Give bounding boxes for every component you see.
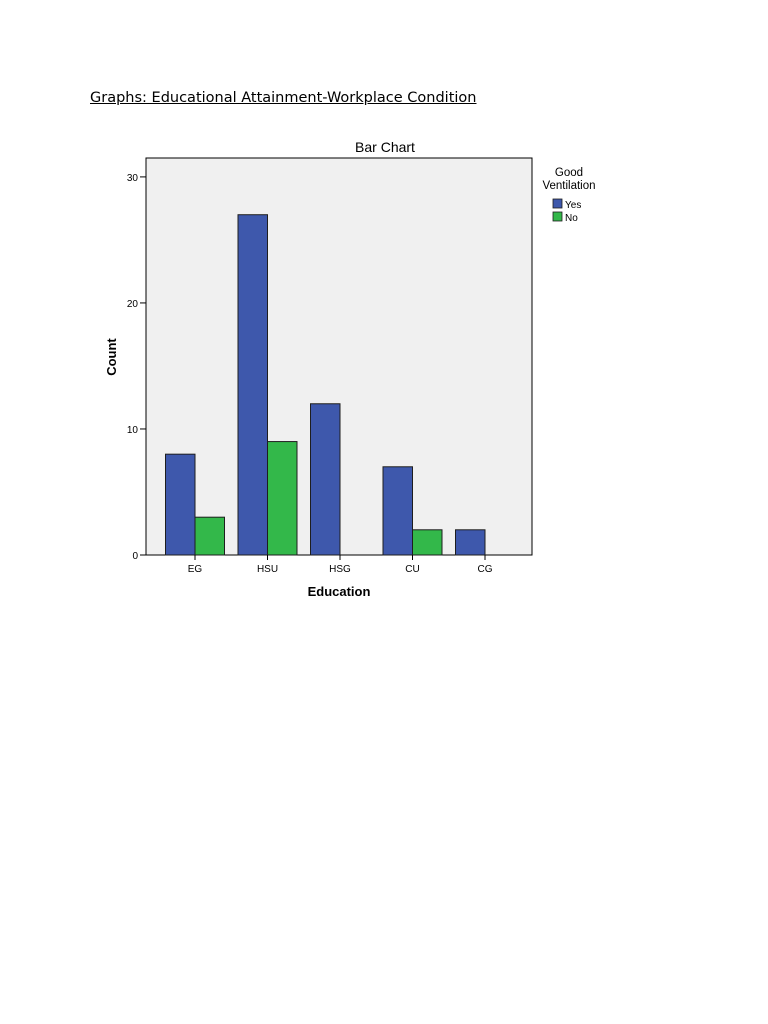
legend-title-line-1: Good — [555, 167, 583, 179]
y-tick-label: 30 — [127, 173, 139, 184]
legend: Good Ventilation Yes No — [542, 167, 595, 224]
page-heading: Graphs: Educational Attainment-Workplace… — [90, 90, 477, 106]
bar-cg-yes — [455, 529, 486, 556]
y-tick-label: 20 — [127, 299, 139, 310]
legend-swatch-no — [552, 211, 563, 222]
y-axis-label: Count — [104, 338, 119, 376]
bar-cu-no — [412, 529, 443, 556]
x-tick-label: CU — [405, 564, 419, 575]
legend-label-yes: Yes — [565, 200, 581, 211]
x-tick-label: EG — [188, 564, 203, 575]
x-axis: EG HSU HSG CU CG — [188, 555, 493, 575]
x-tick-label: HSG — [329, 564, 351, 575]
y-tick-label: 0 — [132, 551, 138, 562]
legend-title-line-2: Ventilation — [542, 180, 595, 192]
bar-hsg-yes — [310, 403, 341, 556]
y-tick-label: 10 — [127, 425, 139, 436]
legend-swatch-yes — [552, 198, 563, 209]
chart-title: Bar Chart — [355, 139, 415, 155]
bar-eg-yes — [165, 453, 196, 556]
y-axis: 0 10 20 30 — [127, 173, 146, 562]
bar-hsu-yes — [237, 214, 268, 556]
legend-label-no: No — [565, 213, 578, 224]
x-axis-label: Education — [308, 584, 371, 599]
bar-eg-no — [194, 516, 225, 556]
bars — [165, 214, 486, 556]
bar-cu-yes — [382, 466, 413, 556]
x-tick-label: CG — [478, 564, 493, 575]
x-tick-label: HSU — [257, 564, 278, 575]
bar-hsu-no — [267, 441, 298, 556]
